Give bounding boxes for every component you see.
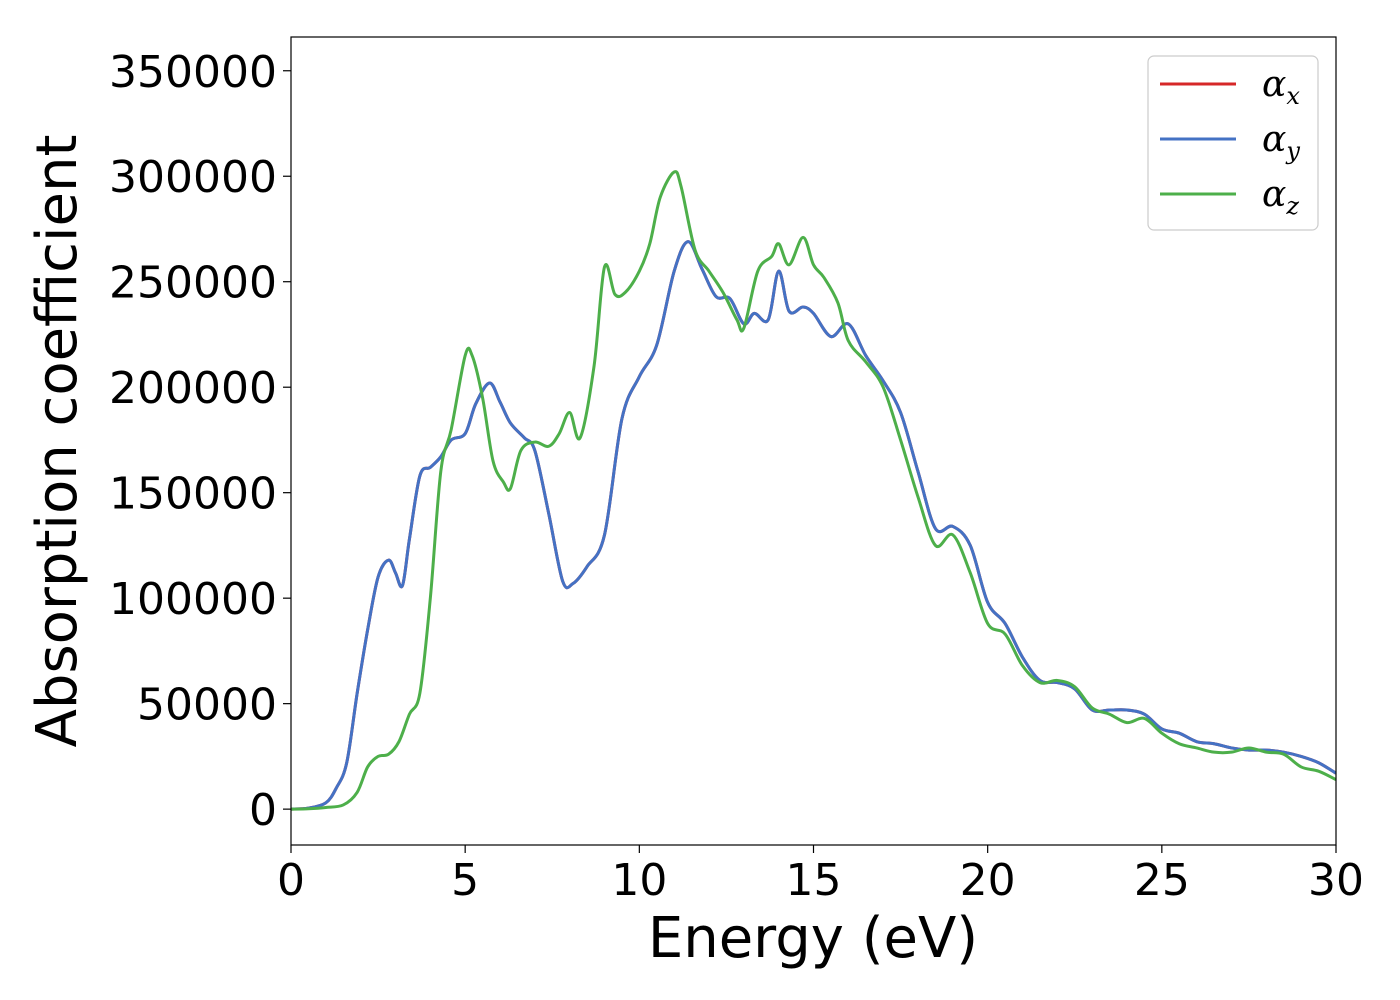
series-line-x	[291, 240, 1336, 811]
y-tick-label: 0	[249, 785, 277, 836]
series-line-z	[291, 170, 1336, 811]
x-axis-title: Energy (eV)	[648, 906, 978, 971]
x-tick-label: 10	[611, 855, 667, 906]
y-tick-label: 300000	[109, 152, 277, 203]
series-lines	[291, 170, 1336, 811]
y-tick-label: 200000	[109, 363, 277, 414]
legend: αx αy αz	[1147, 55, 1319, 231]
x-tick-label: 30	[1308, 855, 1364, 906]
series-line-y	[291, 240, 1336, 811]
x-tick-label: 20	[960, 855, 1016, 906]
y-axis-title: Absorption coefficient	[25, 135, 90, 748]
x-tick-label: 0	[277, 855, 305, 906]
legend-box	[1147, 55, 1319, 231]
y-tick-label: 350000	[109, 47, 277, 98]
y-tick-label: 100000	[109, 574, 277, 625]
legend-label-y: αy	[1262, 119, 1300, 165]
legend-label-x: αx	[1262, 64, 1300, 110]
x-tick-label: 15	[786, 855, 842, 906]
x-tick-label: 5	[451, 855, 479, 906]
plot-area: 0 5 10 15 20 25 30 0 50000 100000 150000 200000 2500…	[109, 36, 1364, 906]
x-tick-label: 25	[1134, 855, 1190, 906]
y-tick-label: 150000	[109, 469, 277, 520]
y-tick-label: 250000	[109, 258, 277, 309]
legend-label-z: αz	[1262, 174, 1299, 220]
y-tick-label: 50000	[137, 680, 277, 731]
